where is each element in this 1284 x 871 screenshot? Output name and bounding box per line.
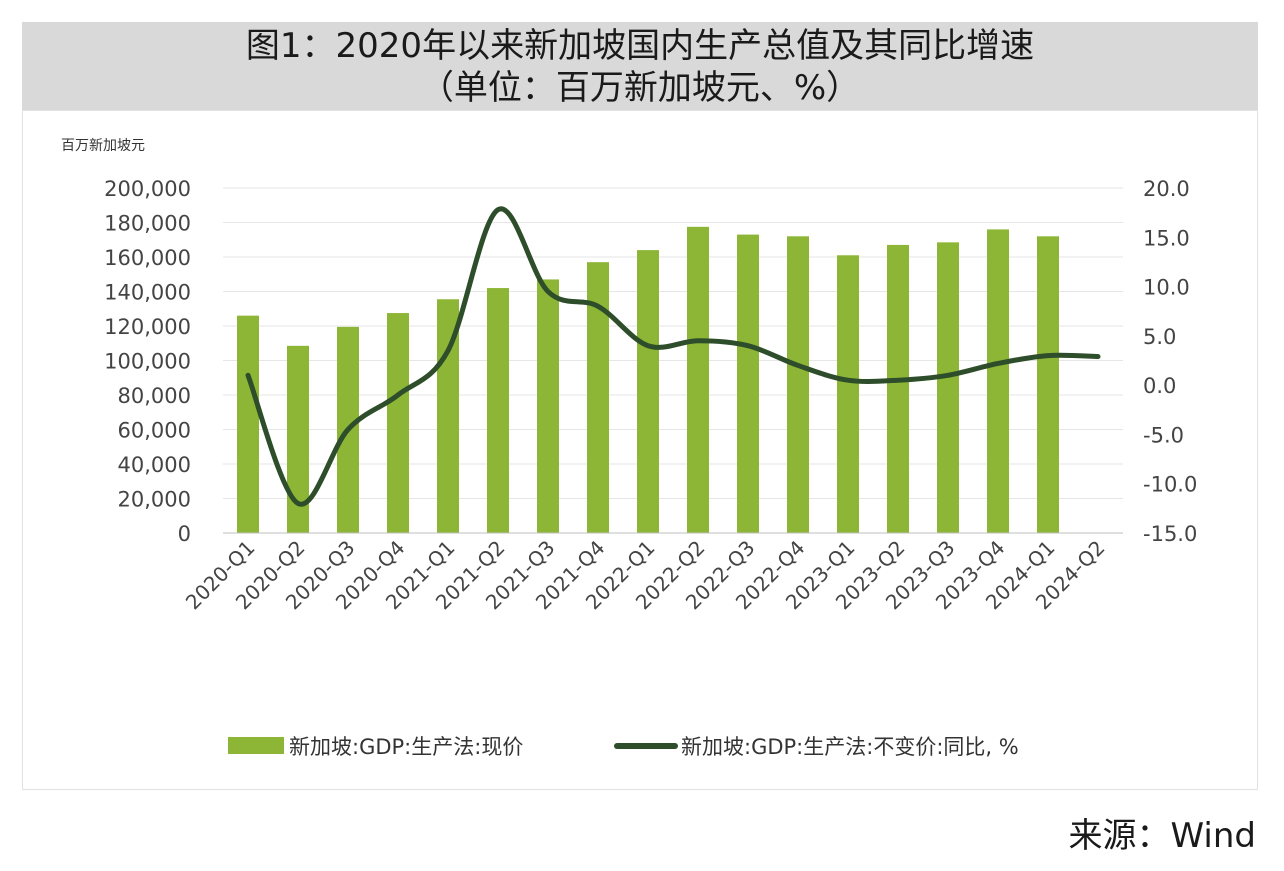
legend-swatch-bar <box>228 737 284 754</box>
bar <box>737 234 759 533</box>
bar <box>1037 236 1059 534</box>
y-left-tick-label: 180,000 <box>104 212 191 236</box>
y-left-tick-label: 60,000 <box>118 419 191 443</box>
bar <box>637 250 659 533</box>
chart-unit-subtitle: （单位：百万新加坡元、%） <box>419 68 861 108</box>
bar <box>287 345 309 533</box>
y-right-tick-label: 0.0 <box>1143 374 1176 398</box>
y-left-tick-label: 0 <box>178 522 191 546</box>
bar <box>387 313 409 533</box>
bar <box>887 244 909 534</box>
title-band: 图1：2020年以来新加坡国内生产总值及其同比增速 （单位：百万新加坡元、%） <box>22 22 1258 110</box>
y-right-tick-label: -10.0 <box>1143 473 1197 497</box>
legend-label-bar: 新加坡:GDP:生产法:现价 <box>289 735 523 759</box>
y-left-tick-label: 200,000 <box>104 177 191 201</box>
bar <box>687 226 709 533</box>
y-left-tick-label: 120,000 <box>104 315 191 339</box>
y-left-tick-label: 40,000 <box>118 453 191 477</box>
y-right-tick-label: -15.0 <box>1143 522 1197 546</box>
y-right-tick-label: -5.0 <box>1143 423 1184 447</box>
bar <box>937 242 959 533</box>
y-right-tick-label: 5.0 <box>1143 325 1176 349</box>
bar <box>487 288 509 533</box>
chart-title: 图1：2020年以来新加坡国内生产总值及其同比增速 <box>245 26 1035 66</box>
y-left-axis-label: 百万新加坡元 <box>61 138 145 154</box>
bar <box>987 229 1009 533</box>
bar <box>837 255 859 533</box>
y-right-tick-label: 15.0 <box>1143 226 1190 250</box>
y-left-tick-label: 140,000 <box>104 281 191 305</box>
bar <box>537 279 559 533</box>
bar <box>587 262 609 533</box>
y-left-tick-label: 80,000 <box>118 384 191 408</box>
legend-label-line: 新加坡:GDP:生产法:不变价:同比, % <box>681 735 1019 759</box>
combo-chart: 百万新加坡元 0 20,000 40,000 60,000 80,000 100,000 12… <box>61 138 1197 759</box>
source-note: 来源：Wind <box>1068 816 1256 856</box>
y-right-tick-label: 10.0 <box>1143 276 1190 300</box>
chart-frame: 百万新加坡元 0 20,000 40,000 60,000 80,000 100,000 12… <box>22 110 1258 790</box>
y-left-tick-label: 100,000 <box>104 350 191 374</box>
y-left-tick-label: 160,000 <box>104 246 191 270</box>
bar <box>787 236 809 534</box>
yoy-growth-line <box>245 206 1101 507</box>
bar <box>237 315 259 533</box>
y-left-tick-label: 20,000 <box>118 488 191 512</box>
y-right-tick-label: 20.0 <box>1143 177 1190 201</box>
